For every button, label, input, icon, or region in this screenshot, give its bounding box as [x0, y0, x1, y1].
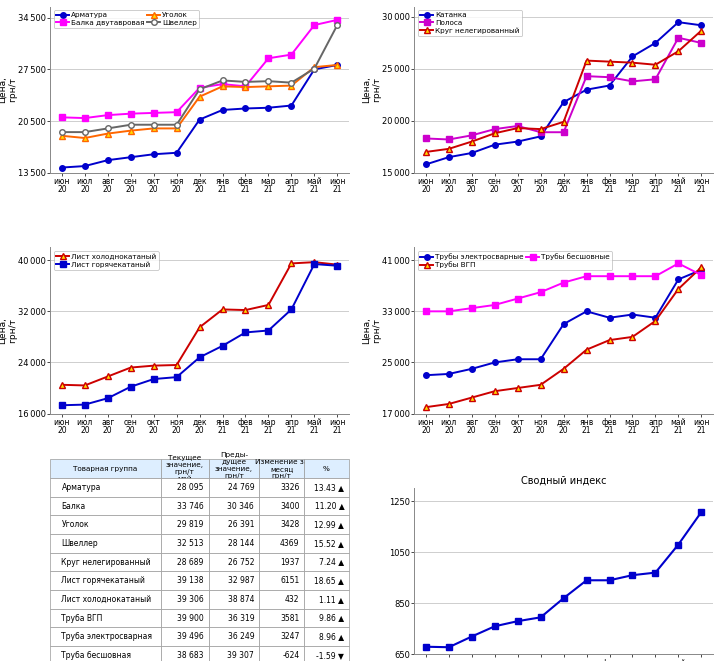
Y-axis label: Цена,
грн/т: Цена, грн/т [0, 317, 17, 344]
Legend: Трубы электросварные, Трубы ВГП, Трубы бесшовные: Трубы электросварные, Трубы ВГП, Трубы б… [418, 251, 612, 270]
Y-axis label: Цена,
грн/т: Цена, грн/т [361, 317, 381, 344]
Y-axis label: Цена,
грн/т: Цена, грн/т [361, 76, 381, 103]
Legend: Катанка, Полоса, Круг нелегированный: Катанка, Полоса, Круг нелегированный [418, 10, 522, 36]
Legend: Арматура, Балка двутавровая, Уголок, Швеллер: Арматура, Балка двутавровая, Уголок, Шве… [54, 10, 199, 28]
Legend: Лист холоднокатаный, Лист горячекатаный: Лист холоднокатаный, Лист горячекатаный [54, 251, 159, 270]
Title: Сводный индекс: Сводный индекс [521, 476, 606, 486]
Y-axis label: Цена,
грн/т: Цена, грн/т [0, 76, 17, 103]
